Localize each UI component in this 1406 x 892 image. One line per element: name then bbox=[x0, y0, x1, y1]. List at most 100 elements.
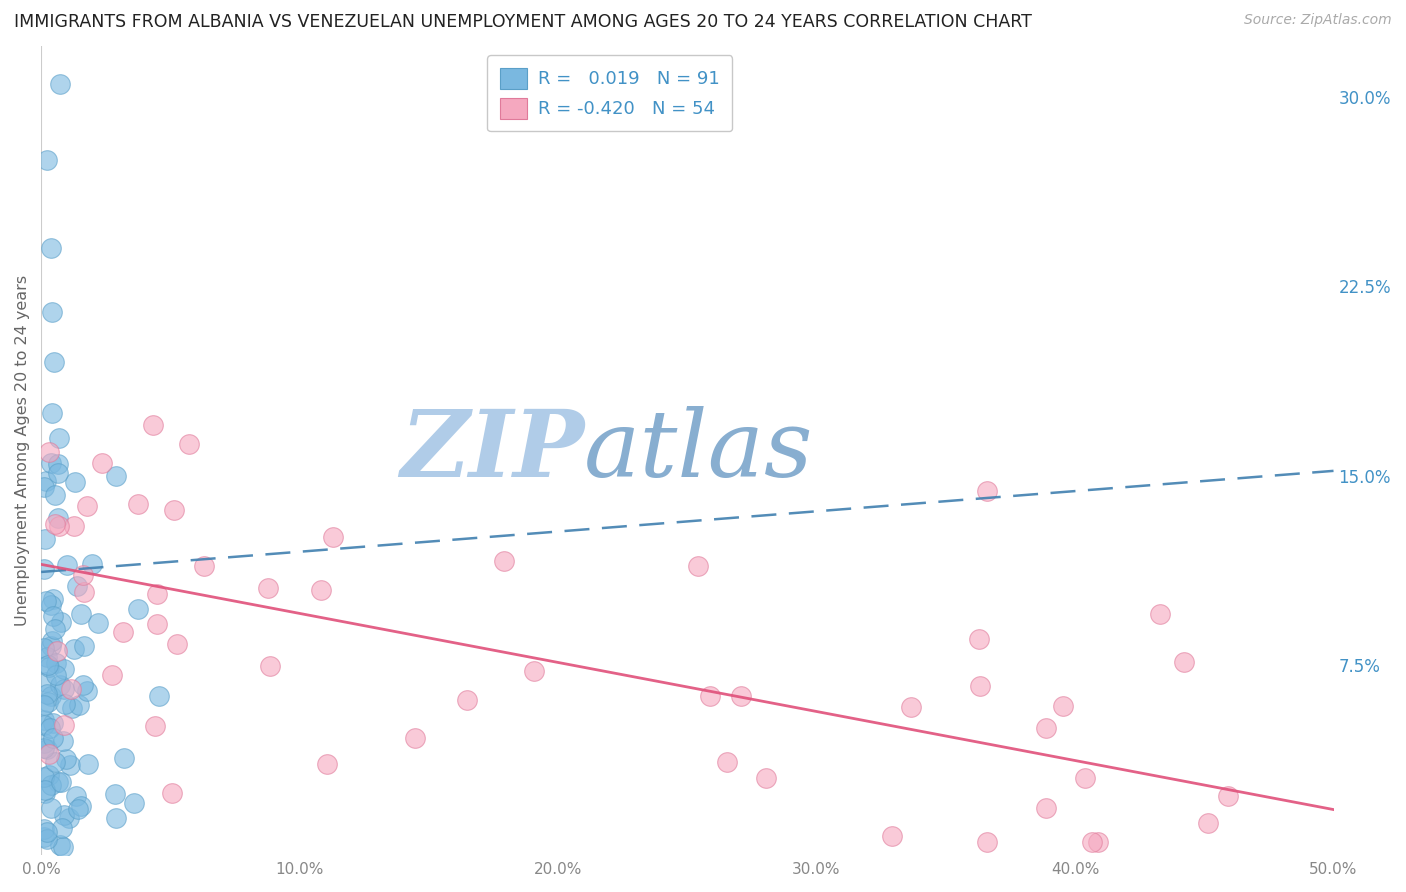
Point bbox=[163, 502, 186, 516]
Text: atlas: atlas bbox=[583, 406, 814, 496]
Point bbox=[1173, 655, 1195, 669]
Point bbox=[316, 756, 339, 771]
Point bbox=[60, 681, 83, 696]
Point bbox=[49, 678, 72, 692]
Point bbox=[166, 637, 188, 651]
Point bbox=[37, 658, 59, 673]
Point bbox=[1197, 816, 1219, 830]
Point bbox=[34, 594, 56, 608]
Point bbox=[32, 698, 55, 712]
Point bbox=[65, 789, 87, 804]
Point bbox=[48, 519, 70, 533]
Point bbox=[143, 719, 166, 733]
Point bbox=[70, 607, 93, 621]
Point bbox=[38, 445, 60, 459]
Point bbox=[1052, 698, 1074, 713]
Point bbox=[80, 557, 103, 571]
Text: ZIP: ZIP bbox=[399, 406, 583, 496]
Point bbox=[41, 639, 63, 653]
Point bbox=[45, 644, 67, 658]
Point bbox=[35, 474, 58, 488]
Point bbox=[77, 756, 100, 771]
Point bbox=[46, 510, 69, 524]
Point bbox=[38, 721, 60, 735]
Point bbox=[51, 821, 73, 835]
Point bbox=[104, 811, 127, 825]
Point bbox=[1074, 771, 1097, 785]
Point bbox=[882, 830, 904, 844]
Point bbox=[41, 304, 63, 318]
Point bbox=[32, 736, 55, 750]
Point bbox=[976, 835, 998, 849]
Point bbox=[45, 656, 67, 670]
Point bbox=[37, 825, 59, 839]
Point bbox=[41, 608, 63, 623]
Y-axis label: Unemployment Among Ages 20 to 24 years: Unemployment Among Ages 20 to 24 years bbox=[15, 275, 30, 626]
Text: Source: ZipAtlas.com: Source: ZipAtlas.com bbox=[1244, 13, 1392, 28]
Point bbox=[32, 562, 55, 576]
Point bbox=[1081, 835, 1104, 849]
Point bbox=[699, 689, 721, 703]
Point bbox=[162, 786, 184, 800]
Point bbox=[49, 615, 72, 629]
Point bbox=[76, 499, 98, 513]
Point bbox=[100, 668, 122, 682]
Point bbox=[49, 838, 72, 852]
Point bbox=[127, 602, 149, 616]
Point bbox=[32, 718, 55, 732]
Point bbox=[1035, 721, 1057, 735]
Point bbox=[34, 786, 56, 800]
Point bbox=[52, 734, 75, 748]
Point bbox=[51, 775, 73, 789]
Point bbox=[45, 668, 67, 682]
Point bbox=[104, 468, 127, 483]
Point bbox=[44, 516, 66, 531]
Point bbox=[39, 800, 62, 814]
Legend: R =   0.019   N = 91, R = -0.420   N = 54: R = 0.019 N = 91, R = -0.420 N = 54 bbox=[488, 55, 733, 131]
Point bbox=[76, 683, 98, 698]
Point bbox=[53, 682, 76, 697]
Point bbox=[73, 639, 96, 653]
Point bbox=[90, 456, 112, 470]
Point bbox=[127, 497, 149, 511]
Point bbox=[86, 615, 108, 630]
Point bbox=[900, 699, 922, 714]
Point bbox=[44, 488, 66, 502]
Point bbox=[256, 581, 278, 595]
Point bbox=[46, 467, 69, 481]
Point bbox=[63, 519, 86, 533]
Point bbox=[755, 772, 778, 786]
Point bbox=[35, 742, 58, 756]
Point bbox=[67, 802, 90, 816]
Point bbox=[41, 406, 63, 420]
Point bbox=[716, 755, 738, 769]
Point bbox=[404, 731, 426, 745]
Point bbox=[32, 480, 55, 494]
Point bbox=[523, 664, 546, 678]
Point bbox=[46, 775, 69, 789]
Point bbox=[52, 840, 75, 855]
Point bbox=[48, 431, 70, 445]
Point bbox=[104, 787, 127, 801]
Point bbox=[37, 832, 59, 847]
Point bbox=[53, 662, 76, 676]
Point bbox=[148, 689, 170, 703]
Point bbox=[34, 675, 56, 690]
Point bbox=[35, 687, 58, 701]
Point bbox=[44, 755, 66, 769]
Point bbox=[969, 632, 991, 646]
Point bbox=[60, 701, 83, 715]
Point bbox=[39, 689, 62, 703]
Point bbox=[41, 634, 63, 648]
Point bbox=[66, 578, 89, 592]
Point bbox=[38, 768, 60, 782]
Point bbox=[48, 458, 70, 472]
Point bbox=[1216, 789, 1239, 803]
Point bbox=[259, 658, 281, 673]
Point bbox=[44, 622, 66, 636]
Point bbox=[69, 799, 91, 814]
Point bbox=[35, 153, 58, 167]
Point bbox=[55, 752, 77, 766]
Point bbox=[69, 698, 91, 712]
Point bbox=[1087, 835, 1109, 849]
